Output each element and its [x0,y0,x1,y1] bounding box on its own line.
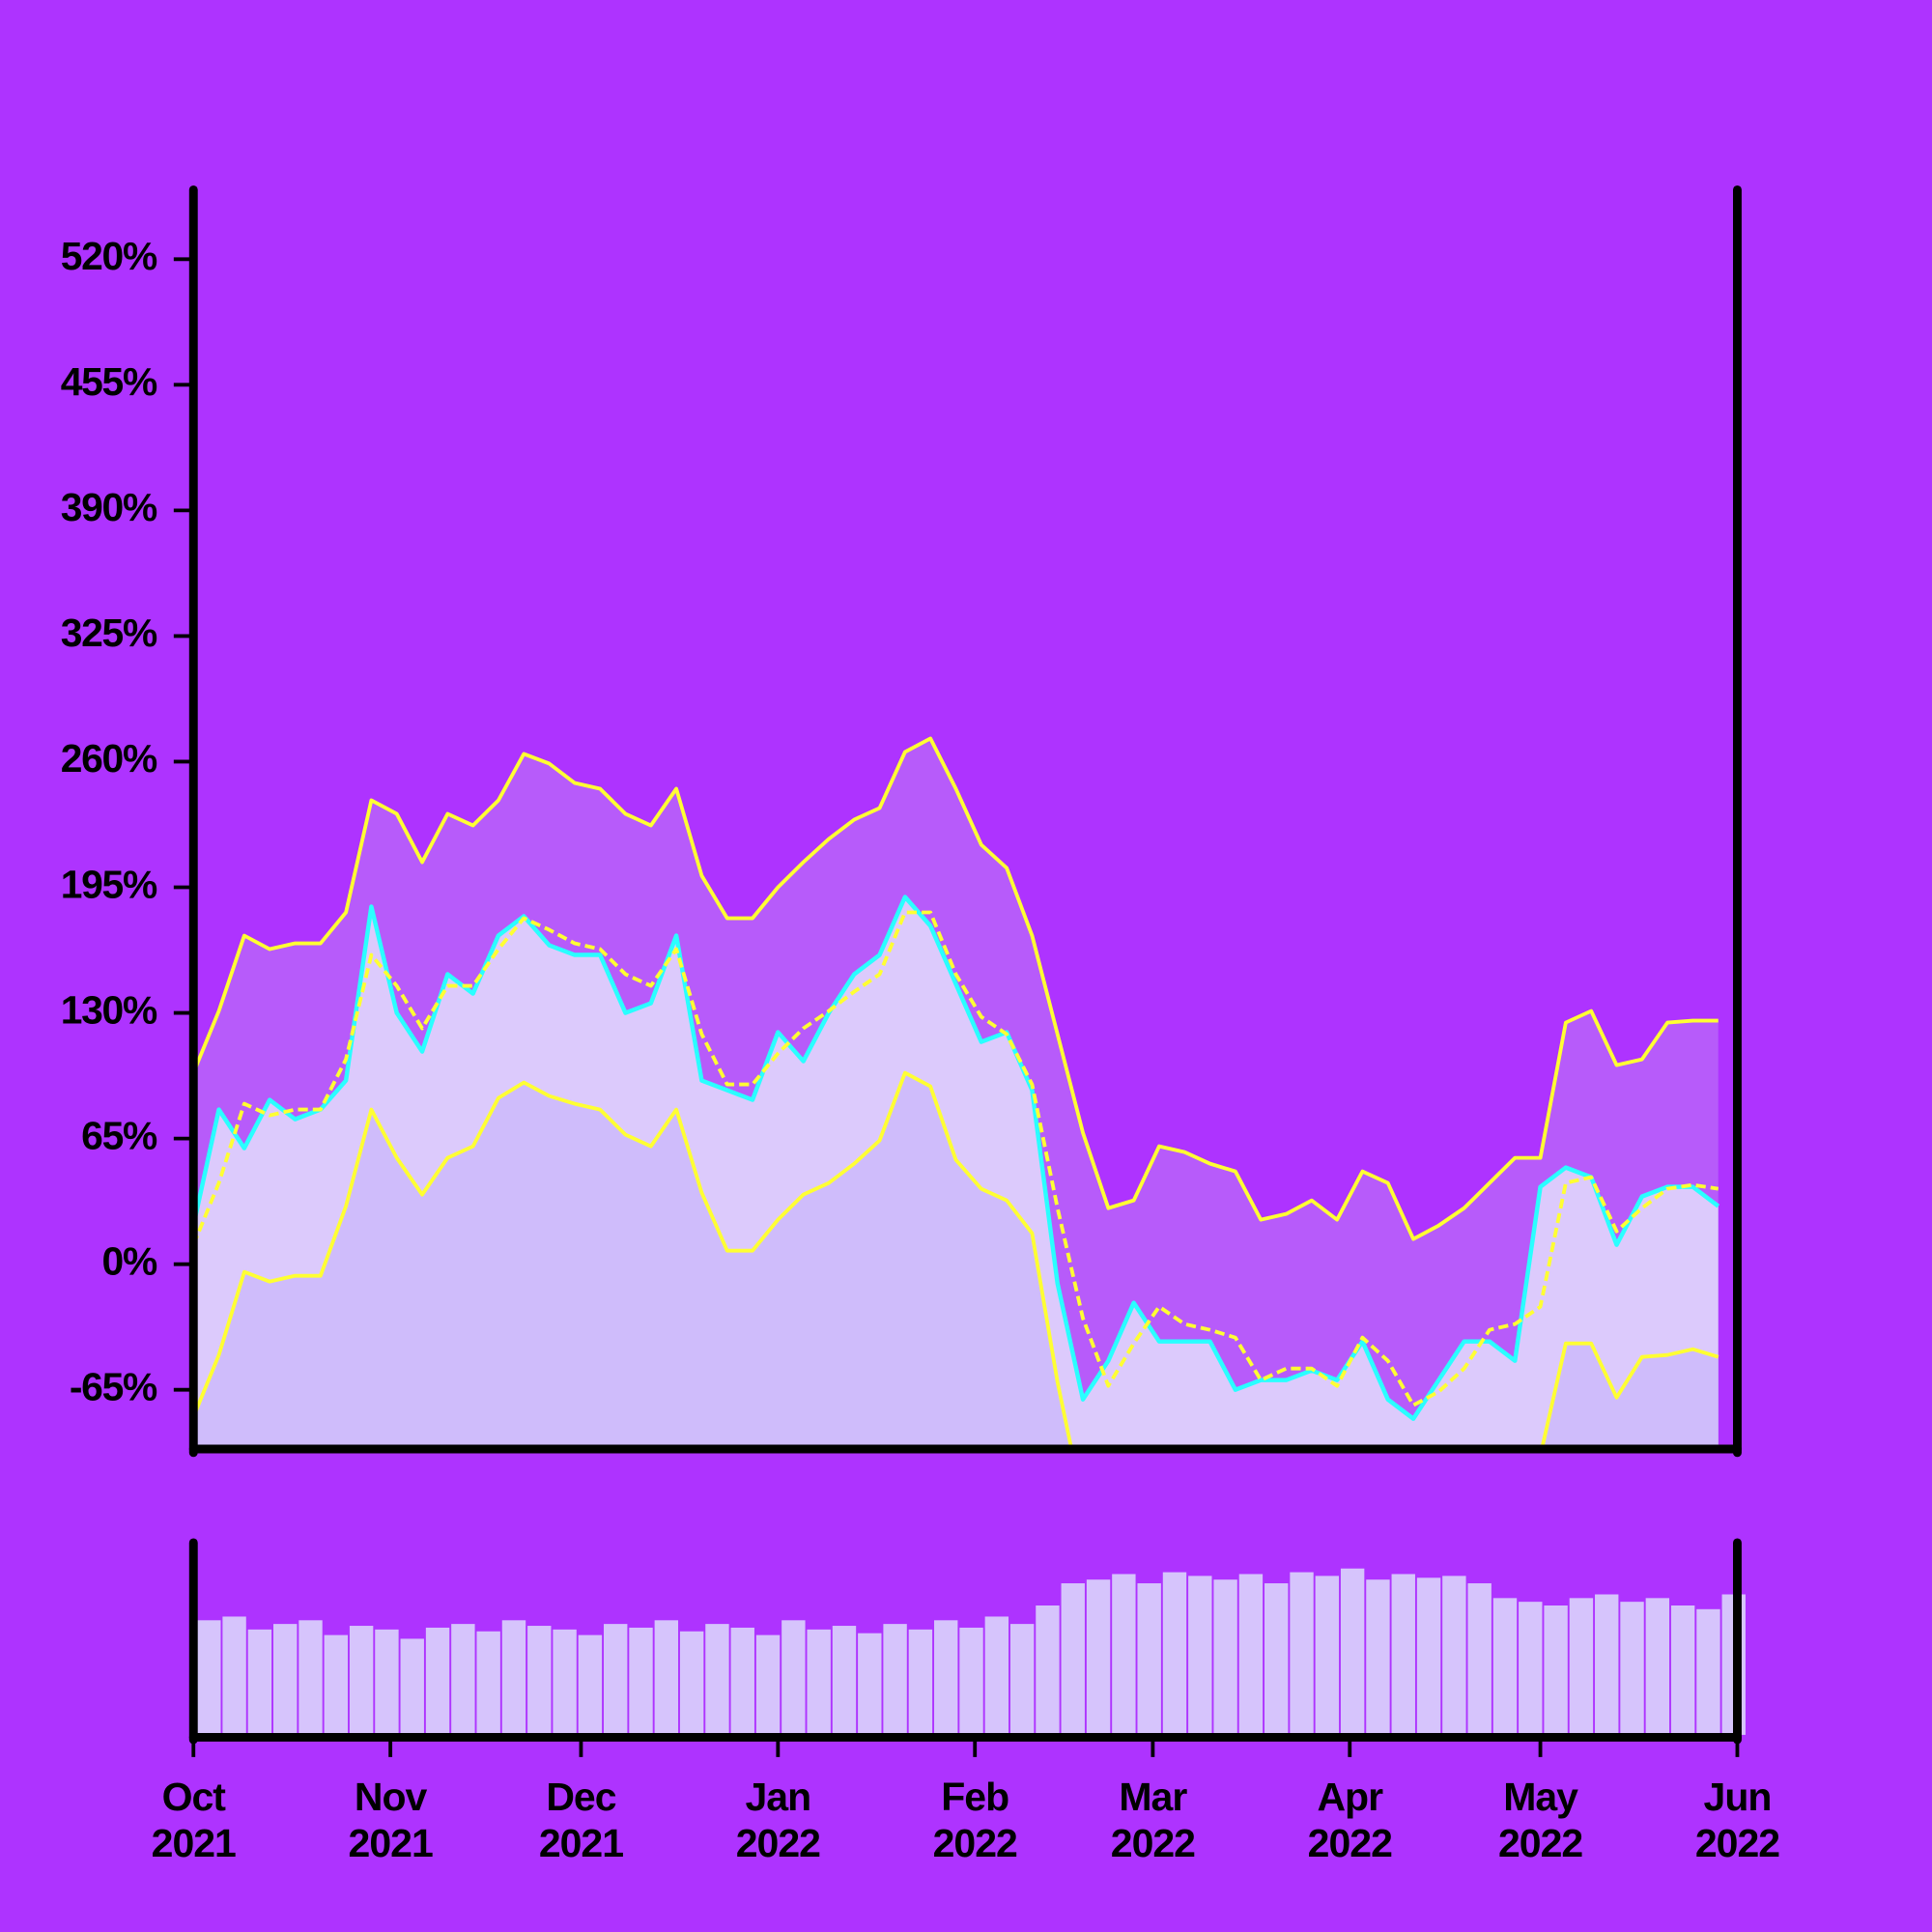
volume-bar [1162,1572,1187,1735]
volume-bar [1137,1583,1161,1735]
volume-bar [755,1634,781,1735]
x-tick-label: Apr 2022 [1307,1774,1393,1865]
volume-bar [197,1620,221,1735]
volume-bar [1061,1583,1085,1735]
volume-bar [1519,1602,1543,1735]
volume-bar [1213,1579,1237,1735]
volume-bar [273,1624,298,1735]
volume-bar [959,1627,983,1735]
volume-bar [1492,1598,1518,1735]
volume-bar [730,1627,754,1735]
volume-bar [1340,1568,1365,1735]
volume-bar [1188,1576,1212,1735]
volume-bar [298,1620,323,1735]
volume-bar [1416,1577,1441,1735]
x-tick-label: Jan 2022 [735,1774,821,1865]
y-tick-label: 325% [61,611,157,655]
volume-bar [476,1631,500,1735]
volume-bar [604,1624,628,1735]
upper-band-line [193,736,1719,1241]
volume-bar [1315,1576,1340,1735]
volume-bar [807,1629,831,1735]
volume-bar [1467,1583,1492,1735]
x-tick-label: Feb 2022 [932,1774,1018,1865]
volume-bar [1544,1605,1568,1735]
volume-bar [425,1627,450,1735]
volume-bar [1086,1579,1111,1735]
volume-bar [1696,1608,1720,1735]
y-tick-label: -65% [70,1364,157,1408]
volume-bar [1442,1576,1466,1735]
volume-bar [1036,1605,1060,1735]
volume-bar [832,1626,857,1735]
volume-bar [1264,1583,1289,1735]
volume-bar [1391,1574,1415,1735]
volume-bar [883,1624,907,1735]
volume-bar [934,1620,958,1735]
volume-bar [349,1626,374,1735]
volume-bar [222,1616,246,1735]
volume-bar [654,1620,679,1735]
volume-bar [400,1638,424,1735]
volume-bar [1620,1602,1644,1735]
volume-bar [553,1629,577,1735]
y-tick-label: 195% [61,862,157,906]
x-tick-label: May 2022 [1497,1774,1583,1865]
y-tick-label: 0% [102,1238,157,1283]
volume-bar [1009,1624,1035,1735]
volume-bar [1569,1598,1594,1735]
volume-bar [1238,1574,1264,1735]
volume-bar [858,1633,882,1735]
middle-band-line [193,910,1719,1407]
price-line [193,895,1720,1421]
y-tick-label: 130% [61,987,157,1032]
volume-bar [1112,1574,1136,1735]
plot-area [193,736,1720,1448]
y-tick-label: 455% [61,359,157,404]
lower-band-area [193,1072,1719,1448]
volume-bar [527,1626,552,1735]
x-tick-label: Dec 2021 [538,1774,624,1865]
volume-bar [247,1629,272,1735]
x-tick-label: Jun 2022 [1694,1774,1780,1865]
volume-bar [1645,1598,1670,1735]
volume-bar [451,1624,475,1735]
lower-band-line [193,1070,1719,1448]
y-tick-label: 390% [61,485,157,529]
volume-bar [501,1620,526,1735]
volume-bar [984,1616,1009,1735]
volume-bar [679,1631,704,1735]
volume-bar [1366,1579,1390,1735]
volume-bar [1290,1572,1314,1735]
x-tick-label: Mar 2022 [1110,1774,1196,1865]
volume-bar [629,1627,653,1735]
volume-bar [324,1634,349,1735]
y-tick-label: 65% [81,1113,157,1157]
volume-bar [375,1629,399,1735]
x-tick-label: Nov 2021 [348,1774,434,1865]
y-tick-label: 260% [61,736,157,781]
y-tick-label: 520% [61,234,157,278]
volume-bar [908,1629,933,1735]
volume-bar [578,1634,603,1735]
volume-bar [781,1620,806,1735]
x-tick-label: Oct 2021 [151,1774,237,1865]
volume-bar [1670,1605,1695,1735]
volume-bar [1595,1594,1619,1735]
volume-bar [705,1624,729,1735]
